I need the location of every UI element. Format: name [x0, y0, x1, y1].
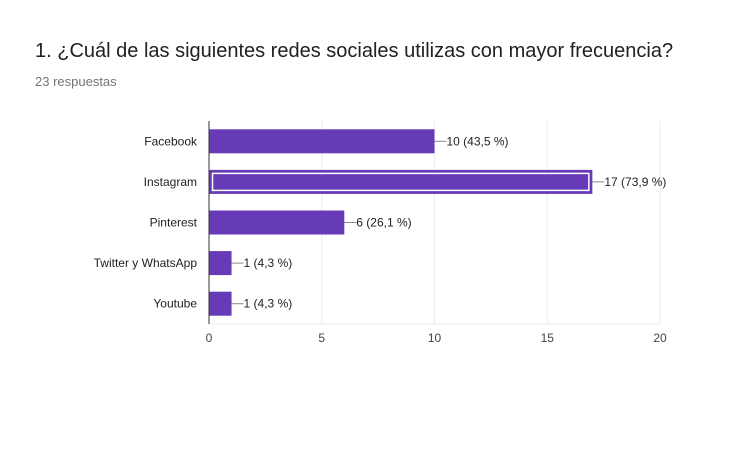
bar-highlight-outline	[211, 172, 590, 192]
x-tick-label: 0	[206, 331, 213, 345]
data-label: 6 (26,1 %)	[356, 216, 411, 230]
category-label: Instagram	[144, 175, 197, 189]
bars	[209, 129, 593, 316]
bar-facebook[interactable]	[209, 129, 435, 154]
x-tick-label: 10	[428, 331, 442, 345]
x-tick-label: 5	[318, 331, 325, 345]
x-tick-label: 20	[653, 331, 667, 345]
bar-pinterest[interactable]	[209, 210, 345, 235]
bar-twitter-y-whatsapp[interactable]	[209, 251, 232, 276]
data-label: 10 (43,5 %)	[447, 134, 509, 148]
x-tick-label: 15	[541, 331, 555, 345]
category-label: Youtube	[153, 297, 197, 311]
labels: 0 5 10 15 20 Facebook 10 (43,5 %) Instagram 17 (…	[94, 134, 667, 345]
bar-youtube[interactable]	[209, 291, 232, 316]
category-label: Twitter y WhatsApp	[94, 256, 198, 270]
category-label: Pinterest	[150, 216, 198, 230]
data-label: 17 (73,9 %)	[604, 175, 666, 189]
response-count: 23 respuestas	[35, 74, 117, 89]
data-label: 1 (4,3 %)	[244, 256, 293, 270]
chart-title: 1. ¿Cuál de las siguientes redes sociale…	[35, 40, 674, 62]
data-label: 1 (4,3 %)	[244, 297, 293, 311]
category-label: Facebook	[144, 134, 198, 148]
